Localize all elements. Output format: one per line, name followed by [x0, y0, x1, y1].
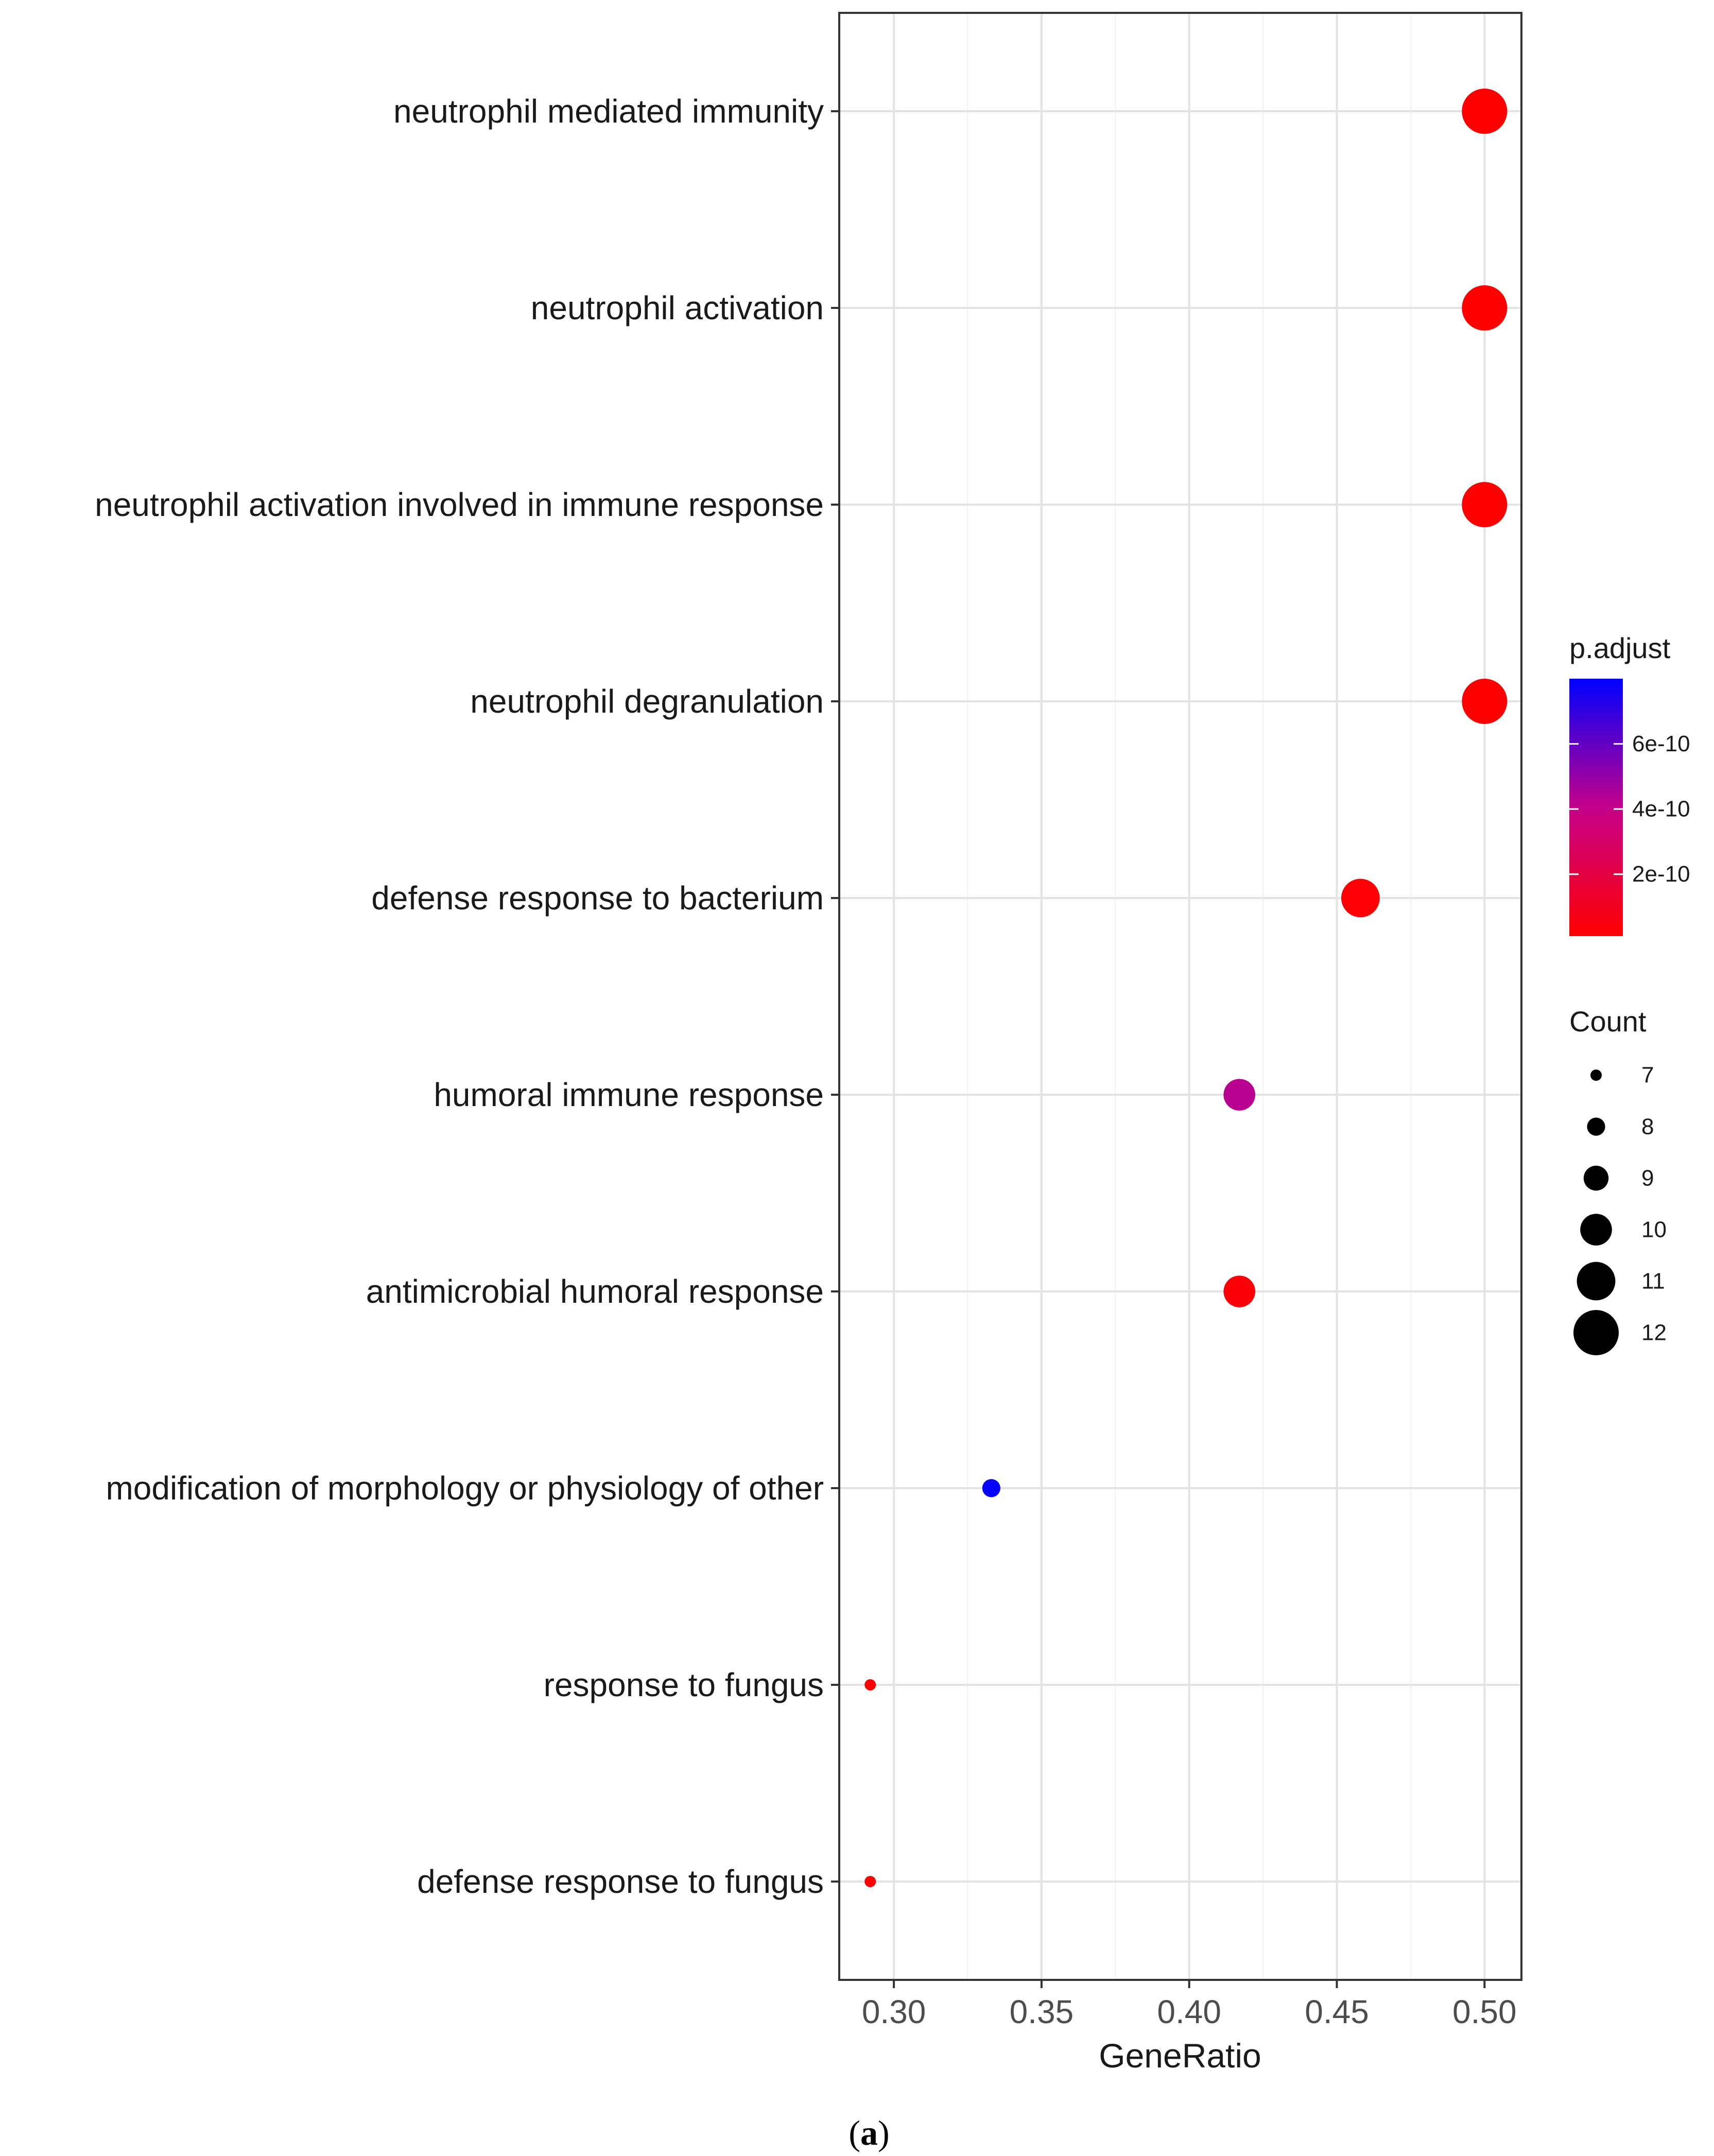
size-legend-label: 9 [1641, 1166, 1654, 1191]
caption-close-paren: ) [878, 2113, 890, 2152]
size-legend-dot [1583, 1165, 1609, 1191]
size-legend-dot [1580, 1214, 1612, 1246]
x-axis-title: GeneRatio [1099, 2037, 1261, 2075]
minor-gridlines [967, 13, 1411, 1980]
size-legend-dot [1573, 1310, 1619, 1355]
data-point [1223, 1275, 1256, 1307]
color-legend-title: p.adjust [1569, 632, 1671, 664]
size-legend-dot [1577, 1262, 1616, 1301]
x-tick-label: 0.30 [862, 1993, 926, 2030]
category-label: neutrophil mediated immunity [393, 93, 824, 130]
size-legend-dot [1590, 1070, 1602, 1081]
size-legend-label: 10 [1641, 1217, 1667, 1243]
color-legend-ticks: 2e-10 4e-10 6e-10 [1569, 731, 1690, 887]
data-points [864, 89, 1508, 1887]
category-label: neutrophil activation [531, 289, 824, 326]
size-legend-label: 12 [1641, 1320, 1667, 1346]
color-legend-label: 6e-10 [1632, 731, 1690, 756]
x-tick-label: 0.50 [1452, 1993, 1517, 2030]
figure-caption: (a) [849, 2113, 889, 2152]
data-point [1341, 878, 1380, 918]
category-label: antimicrobial humoral response [366, 1273, 824, 1310]
data-point [1462, 482, 1508, 527]
y-axis-labels: neutrophil mediated immunity neutrophil a… [95, 93, 824, 1900]
data-point [982, 1479, 1001, 1497]
data-point [864, 1679, 876, 1691]
size-legend-dot [1587, 1117, 1605, 1136]
category-label: defense response to fungus [417, 1863, 824, 1900]
caption-letter: a [860, 2113, 878, 2152]
data-point [864, 1876, 876, 1887]
x-axis-labels: 0.30 0.35 0.40 0.45 0.50 [862, 1993, 1517, 2030]
y-axis-ticks [831, 110, 839, 1883]
x-tick-label: 0.40 [1157, 1993, 1221, 2030]
plot-panel-border [838, 12, 1522, 1981]
size-legend-items: 7 8 9 10 11 12 [1573, 1063, 1667, 1355]
category-label: defense response to bacterium [371, 879, 824, 917]
size-legend-label: 7 [1641, 1063, 1654, 1088]
category-label: humoral immune response [434, 1076, 824, 1113]
plot-panel [839, 13, 1521, 1980]
data-point [1462, 89, 1508, 134]
color-legend-label: 4e-10 [1632, 797, 1690, 822]
color-legend-label: 2e-10 [1632, 861, 1690, 887]
data-point [1462, 285, 1508, 331]
size-legend-title: Count [1569, 1005, 1647, 1038]
x-axis-ticks [893, 1980, 1486, 1988]
category-label: neutrophil degranulation [470, 683, 824, 720]
category-label: response to fungus [544, 1666, 824, 1703]
size-legend-label: 8 [1641, 1114, 1654, 1140]
x-tick-label: 0.35 [1010, 1993, 1074, 2030]
major-gridlines [839, 13, 1521, 1980]
data-point [1462, 679, 1508, 724]
color-legend-bar [1569, 679, 1623, 936]
x-tick-label: 0.45 [1305, 1993, 1369, 2030]
category-label: neutrophil activation involved in immune… [95, 486, 824, 523]
category-label: modification of morphology or physiology… [106, 1470, 824, 1507]
size-legend-label: 11 [1641, 1269, 1665, 1294]
caption-open-paren: ( [849, 2113, 860, 2152]
data-point [1223, 1079, 1256, 1111]
